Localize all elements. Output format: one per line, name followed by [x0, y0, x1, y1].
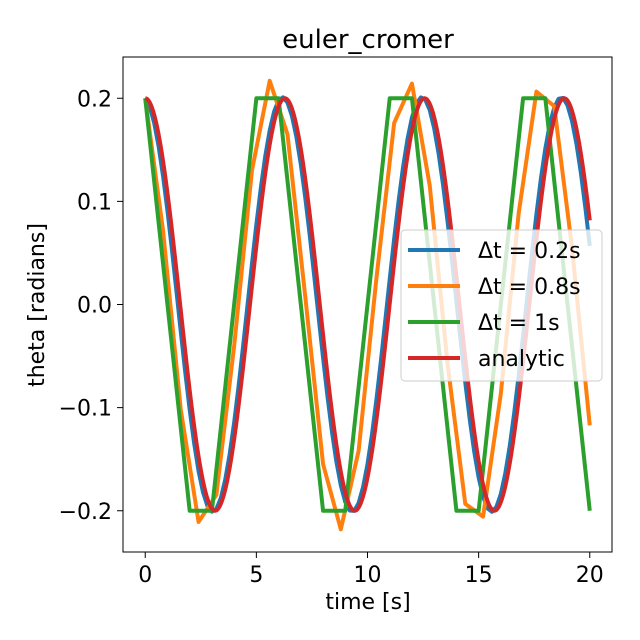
- x-axis-label: time [s]: [325, 590, 410, 615]
- plot-frame: [122, 56, 613, 553]
- y-tick-label: 0.1: [77, 190, 112, 215]
- legend-box: [400, 229, 603, 382]
- legend-label: analytic: [478, 347, 565, 372]
- legend-label: Δt = 0.2s: [478, 239, 581, 264]
- series-line-0: [143, 95, 592, 514]
- y-axis: −0.2 −0.1 0.0 0.1 0.2: [59, 87, 123, 525]
- y-tick-label: −0.1: [59, 397, 112, 422]
- x-tick-label: 0: [138, 563, 152, 588]
- x-tick-label: 20: [576, 563, 604, 588]
- legend: Δt = 0.2s Δt = 0.8s Δt = 1s analytic: [400, 229, 603, 382]
- x-tick-label: 10: [354, 563, 382, 588]
- y-axis-label: theta [radians]: [25, 223, 50, 387]
- series-line-3: [144, 96, 592, 513]
- legend-label: Δt = 0.8s: [478, 275, 581, 300]
- x-tick-label: 15: [465, 563, 493, 588]
- legend-label: Δt = 1s: [478, 311, 560, 336]
- y-tick-label: −0.2: [59, 500, 112, 525]
- x-tick-label: 5: [249, 563, 263, 588]
- y-tick-label: 0.0: [77, 294, 112, 319]
- chart-title: euler_cromer: [282, 25, 454, 55]
- y-tick-label: 0.2: [77, 87, 112, 112]
- x-axis: 0 5 10 15 20: [138, 552, 604, 588]
- series-line-2: [143, 96, 592, 513]
